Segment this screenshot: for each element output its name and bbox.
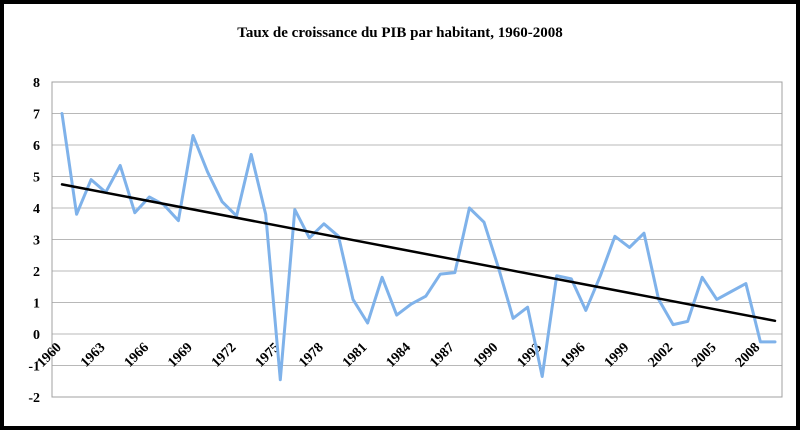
y-tick-label: 3 bbox=[33, 234, 40, 249]
y-tick-label: 4 bbox=[33, 202, 40, 217]
x-tick-label: 1966 bbox=[122, 340, 152, 370]
y-axis-ticks: -2 -1 0 1 2 3 4 5 6 7 8 bbox=[28, 76, 40, 406]
x-tick-label: 1999 bbox=[602, 340, 632, 370]
y-tick-label: 0 bbox=[33, 328, 40, 343]
series-group bbox=[60, 112, 777, 382]
x-tick-label: 2002 bbox=[646, 340, 676, 370]
x-tick-label: 1996 bbox=[558, 340, 588, 370]
x-tick-label: 1984 bbox=[384, 340, 414, 370]
trend-line bbox=[60, 183, 777, 323]
x-tick-label: 1969 bbox=[165, 340, 195, 370]
series-line bbox=[60, 112, 777, 382]
x-axis-ticks: 1960 1963 1966 1969 1972 1975 1978 1981 1984 1987… bbox=[34, 340, 763, 370]
x-tick-label: 1987 bbox=[427, 340, 457, 370]
y-tick-label: 5 bbox=[33, 171, 40, 186]
plot-area-border bbox=[51, 81, 783, 398]
chart-title: Taux de croissance du PIB par habitant, … bbox=[237, 25, 563, 41]
x-tick-label: 2005 bbox=[689, 340, 719, 370]
y-tick-label: 7 bbox=[33, 108, 40, 123]
y-tick-label: -1 bbox=[28, 360, 40, 375]
x-tick-label: 1981 bbox=[340, 340, 370, 370]
x-tick-label: 2008 bbox=[733, 340, 763, 370]
y-tick-label: 8 bbox=[33, 76, 40, 91]
x-tick-label: 1963 bbox=[78, 340, 108, 370]
x-tick-label: 1990 bbox=[471, 340, 501, 370]
y-tick-label: 2 bbox=[33, 265, 40, 280]
x-tick-label: 1978 bbox=[296, 340, 326, 370]
y-tick-label: -2 bbox=[28, 391, 40, 406]
y-tick-label: 6 bbox=[33, 139, 40, 154]
x-tick-label: 1972 bbox=[209, 340, 239, 370]
y-tick-label: 1 bbox=[33, 297, 40, 312]
